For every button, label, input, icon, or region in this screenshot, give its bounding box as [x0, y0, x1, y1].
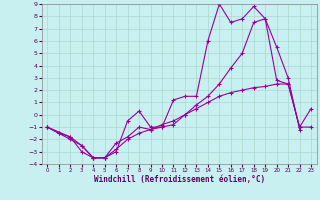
X-axis label: Windchill (Refroidissement éolien,°C): Windchill (Refroidissement éolien,°C) — [94, 175, 265, 184]
